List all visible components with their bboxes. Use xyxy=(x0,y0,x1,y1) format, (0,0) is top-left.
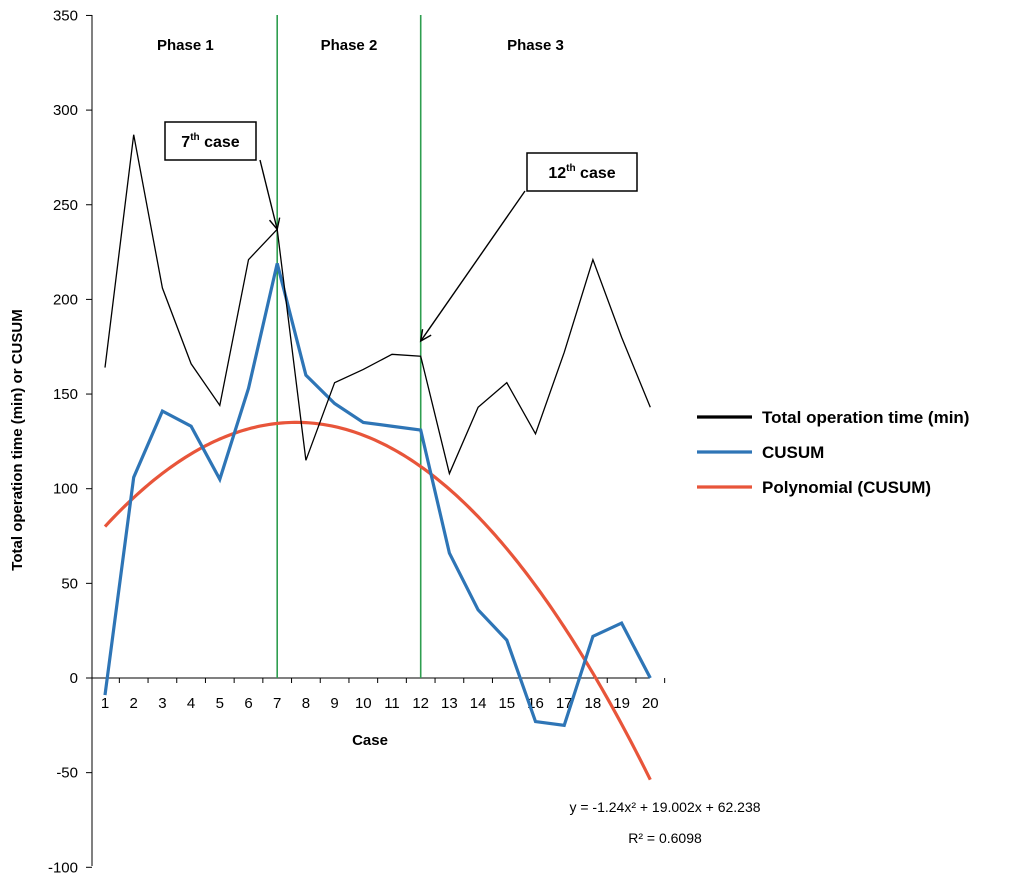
series-line-total-operation-time xyxy=(104,134,651,476)
x-ticks: 1 2 3 4 5 6 7 8 9 10 11 12 13 14 15 16 17 18 19 20 xyxy=(101,678,666,712)
trendline-r2: R² = 0.6098 xyxy=(628,830,702,846)
y-tick-label: 350 xyxy=(53,7,78,24)
series-line-cusum xyxy=(103,263,652,728)
x-tick-label: 13 xyxy=(441,695,458,712)
x-tick-label: 15 xyxy=(498,695,515,712)
callout-arrow xyxy=(259,159,278,230)
x-tick-label: 8 xyxy=(302,695,310,712)
x-tick-label: 9 xyxy=(330,695,338,712)
phase-labels: Phase 1 Phase 2 Phase 3 xyxy=(157,37,564,54)
x-tick-label: 12 xyxy=(412,695,429,712)
x-tick-label: 3 xyxy=(158,695,166,712)
x-axis-title: Case xyxy=(352,732,388,749)
y-tick-label: 250 xyxy=(53,197,78,214)
x-tick-label: 18 xyxy=(585,695,602,712)
legend-label: Total operation time (min) xyxy=(762,408,969,427)
y-tick-label: 300 xyxy=(53,102,78,119)
x-tick-label: 1 xyxy=(101,695,109,712)
callout-label: 12th case xyxy=(548,163,615,182)
x-tick-label: 14 xyxy=(470,695,487,712)
y-tick-label: 200 xyxy=(53,291,78,308)
y-ticks: 350 300 250 200 150 100 50 0 -50 -100 xyxy=(48,7,92,876)
phase-label: Phase 2 xyxy=(321,37,378,54)
phase-dividers xyxy=(276,15,422,678)
x-tick-label: 19 xyxy=(613,695,630,712)
phase-label: Phase 3 xyxy=(507,37,564,54)
y-tick-label: -50 xyxy=(56,765,78,782)
series-line-polynomial-cusum xyxy=(103,420,652,781)
y-tick-label: 50 xyxy=(61,575,78,592)
x-tick-label: 2 xyxy=(130,695,138,712)
x-tick-label: 5 xyxy=(216,695,224,712)
y-tick-label: 100 xyxy=(53,481,78,498)
trendline-equation: y = -1.24x² + 19.002x + 62.238 xyxy=(569,799,760,815)
x-tick-label: 6 xyxy=(244,695,252,712)
callout-box xyxy=(164,121,257,161)
callout-arrowhead xyxy=(268,217,281,231)
callout-arrowhead xyxy=(419,329,432,343)
x-tick-label: 20 xyxy=(642,695,659,712)
y-tick-label: -100 xyxy=(48,859,78,876)
x-tick-label: 10 xyxy=(355,695,372,712)
legend-label: Polynomial (CUSUM) xyxy=(762,478,931,497)
callouts: 7th case 12th case xyxy=(164,121,638,343)
callout-box xyxy=(526,152,638,192)
y-axis-title: Total operation time (min) or CUSUM xyxy=(9,309,26,570)
axes xyxy=(91,15,650,866)
callout-label: 7th case xyxy=(181,132,240,151)
legend-label: CUSUM xyxy=(762,443,824,462)
callout-arrow xyxy=(420,190,526,342)
phase-label: Phase 1 xyxy=(157,37,214,54)
x-tick-label: 7 xyxy=(273,695,281,712)
x-tick-label: 11 xyxy=(384,695,400,712)
y-tick-label: 0 xyxy=(70,670,78,687)
x-tick-label: 4 xyxy=(187,695,195,712)
y-tick-label: 150 xyxy=(53,386,78,403)
legend: Total operation time (min) CUSUM Polynomia… xyxy=(697,408,969,497)
series-lines xyxy=(103,134,652,781)
